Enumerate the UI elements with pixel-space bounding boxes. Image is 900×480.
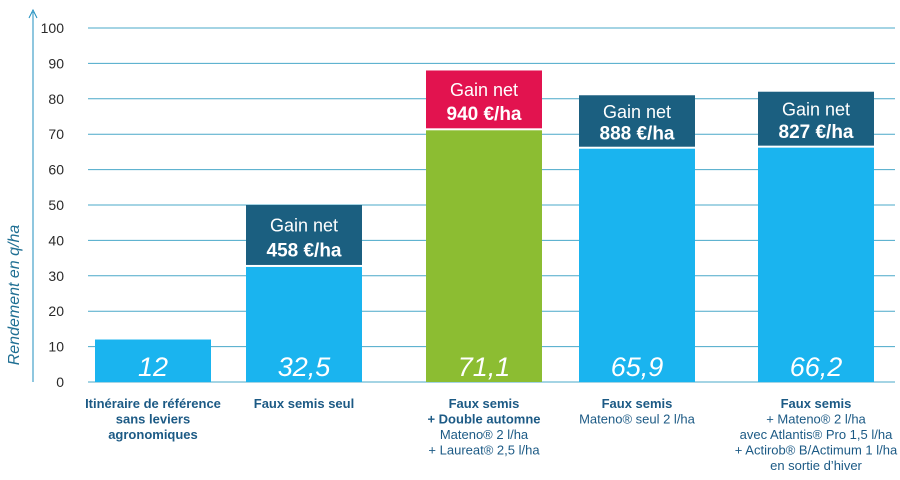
gain-box	[579, 95, 695, 147]
y-axis: Rendement en q/ha	[6, 8, 38, 382]
category-label-line: agronomiques	[108, 427, 198, 442]
category-label-line: Faux semis	[781, 396, 852, 411]
category-label-line: + Actirob® B/Actimum 1 l/ha	[735, 443, 898, 458]
category-label-line: + Laureat® 2,5 l/ha	[428, 443, 540, 458]
y-tick-label: 40	[48, 232, 64, 248]
bar-value-label: 66,2	[790, 352, 843, 382]
y-tick-label: 30	[48, 268, 64, 284]
y-axis-arrow-icon	[28, 8, 38, 19]
gain-box	[246, 205, 362, 265]
category-label-line: Faux semis seul	[254, 396, 354, 411]
category-label-line: Faux semis	[602, 396, 673, 411]
gain-box	[758, 91, 874, 146]
y-axis-title: Rendement en q/ha	[6, 225, 23, 366]
y-tick-label: 60	[48, 162, 64, 178]
gain-label: Gain net	[782, 99, 850, 119]
y-tick-label: 50	[48, 197, 64, 213]
category-label-line: sans leviers	[116, 412, 190, 427]
y-tick-label: 80	[48, 91, 64, 107]
bar	[246, 266, 362, 382]
bar	[579, 148, 695, 382]
y-tick-label: 10	[48, 339, 64, 355]
category-label-line: avec Atlantis® Pro 1,5 l/ha	[740, 427, 893, 442]
bar	[426, 130, 542, 382]
bar-value-label: 32,5	[278, 352, 332, 382]
category-label-line: Itinéraire de référence	[85, 396, 221, 411]
y-tick-label: 100	[41, 20, 65, 36]
bar	[95, 339, 211, 382]
bar-value-label: 65,9	[611, 352, 664, 382]
category-label-line: + Mateno® 2 l/ha	[766, 412, 866, 427]
y-tick-labels: 0 10 20 30 40 50 60 70 80 90 100	[41, 20, 65, 390]
bar-value-label: 12	[138, 352, 168, 382]
category-label-line: Mateno® 2 l/ha	[440, 427, 529, 442]
gain-value: 940 €/ha	[447, 104, 522, 125]
bars: 12 32,5 Gain net 458 €/ha 71,1 Gain net 940 €/…	[95, 70, 874, 382]
gain-label: Gain net	[450, 80, 518, 100]
category-label-line: + Double automne	[427, 412, 540, 427]
gain-value: 888 €/ha	[600, 124, 675, 145]
category-label-line: en sortie d’hiver	[770, 458, 862, 473]
gain-label: Gain net	[270, 215, 338, 235]
gain-label: Gain net	[603, 102, 671, 122]
category-label-line: Faux semis	[449, 396, 520, 411]
y-tick-label: 70	[48, 126, 64, 142]
bar	[758, 147, 874, 382]
gain-value: 827 €/ha	[779, 122, 854, 143]
bar-value-label: 71,1	[458, 352, 511, 382]
gain-value: 458 €/ha	[267, 241, 342, 262]
y-tick-label: 0	[56, 374, 64, 390]
y-tick-label: 20	[48, 303, 64, 319]
gain-box	[426, 70, 542, 129]
y-tick-label: 90	[48, 55, 64, 71]
category-label-line: Mateno® seul 2 l/ha	[579, 412, 696, 427]
